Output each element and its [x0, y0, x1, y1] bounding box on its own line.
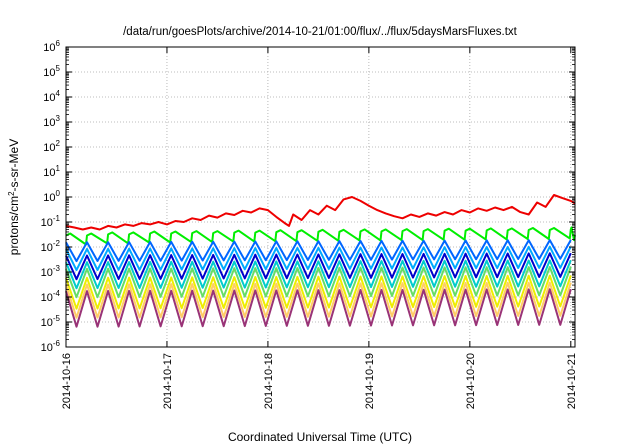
series-line-1	[65, 194, 576, 231]
y-tick-label: 10-2	[41, 239, 61, 254]
x-axis-label: Coordinated Universal Time (UTC)	[228, 430, 412, 444]
series-line-4	[65, 245, 572, 272]
y-tick-label: 10-6	[41, 339, 61, 354]
series-line-5	[65, 252, 572, 281]
series-line-7	[65, 266, 572, 299]
y-tick-label: 10-5	[41, 314, 61, 329]
x-tick-label: 2014-10-17	[162, 353, 174, 409]
y-tick-label: 102	[43, 139, 60, 154]
y-tick-label: 10-4	[41, 289, 61, 304]
y-tick-label: 101	[43, 164, 60, 179]
x-tick-label: 2014-10-20	[465, 353, 477, 409]
y-tick-label: 106	[43, 39, 60, 54]
y-axis: 10-6 10-5 10-4 10-3 10-2 10-1 100 101 102 103 104 1…	[41, 39, 575, 354]
x-axis: 2014-10-16 2014-10-17 2014-10-18 2014-10-19…	[61, 47, 578, 409]
series-line-3	[65, 239, 572, 263]
series-line-6	[65, 259, 572, 290]
series-line-10	[65, 288, 572, 328]
series-line-2	[65, 226, 576, 246]
x-tick-label: 2014-10-18	[263, 353, 275, 409]
x-tick-label: 2014-10-16	[61, 353, 73, 409]
series-group	[65, 194, 576, 328]
x-tick-label: 2014-10-21	[566, 353, 578, 409]
y-tick-label: 104	[43, 89, 60, 104]
y-tick-label: 105	[43, 64, 60, 79]
y-axis-label: protons/cm2-s-sr-MeV	[7, 139, 22, 255]
y-tick-label: 10-1	[41, 214, 61, 229]
chart-title: /data/run/goesPlots/archive/2014-10-21/0…	[123, 26, 518, 38]
y-tick-label: 100	[43, 189, 60, 204]
series-line-8	[65, 274, 572, 310]
y-tick-label: 103	[43, 114, 60, 129]
series-line-9	[65, 281, 572, 319]
x-tick-label: 2014-10-19	[364, 353, 376, 409]
y-tick-label: 10-3	[41, 264, 61, 279]
